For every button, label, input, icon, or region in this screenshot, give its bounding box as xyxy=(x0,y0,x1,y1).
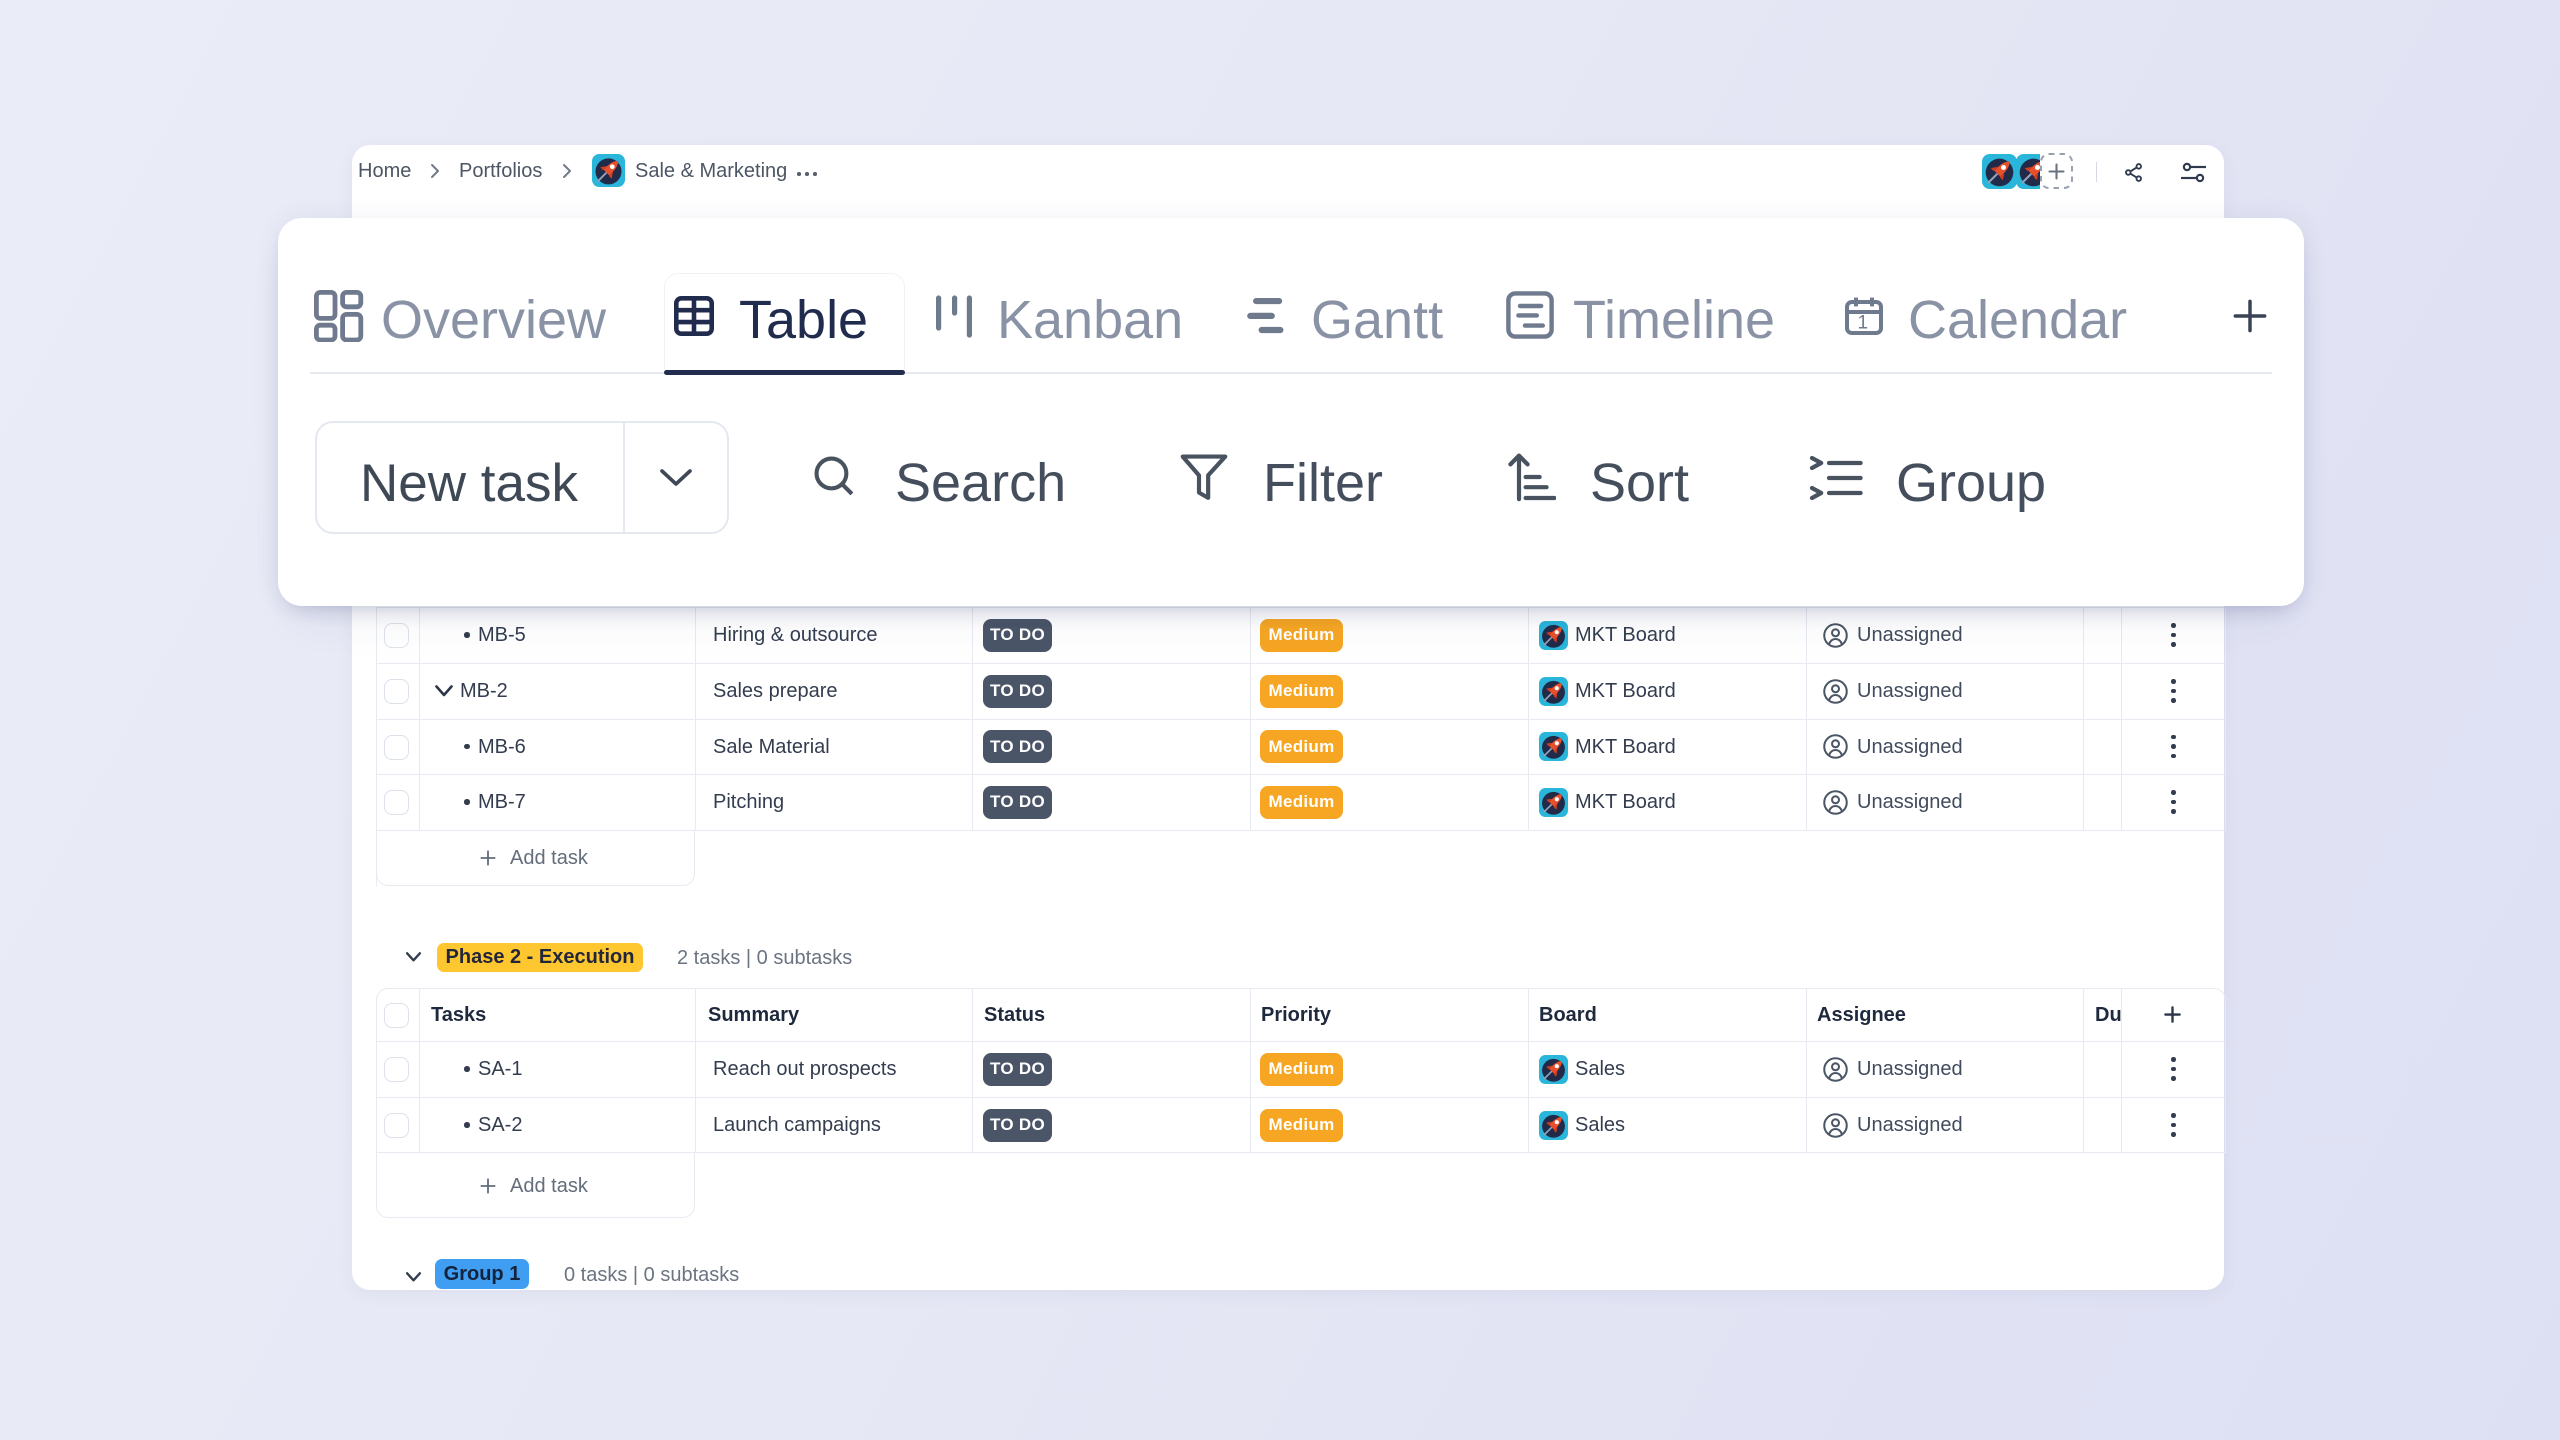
svg-text:1: 1 xyxy=(1858,312,1869,333)
